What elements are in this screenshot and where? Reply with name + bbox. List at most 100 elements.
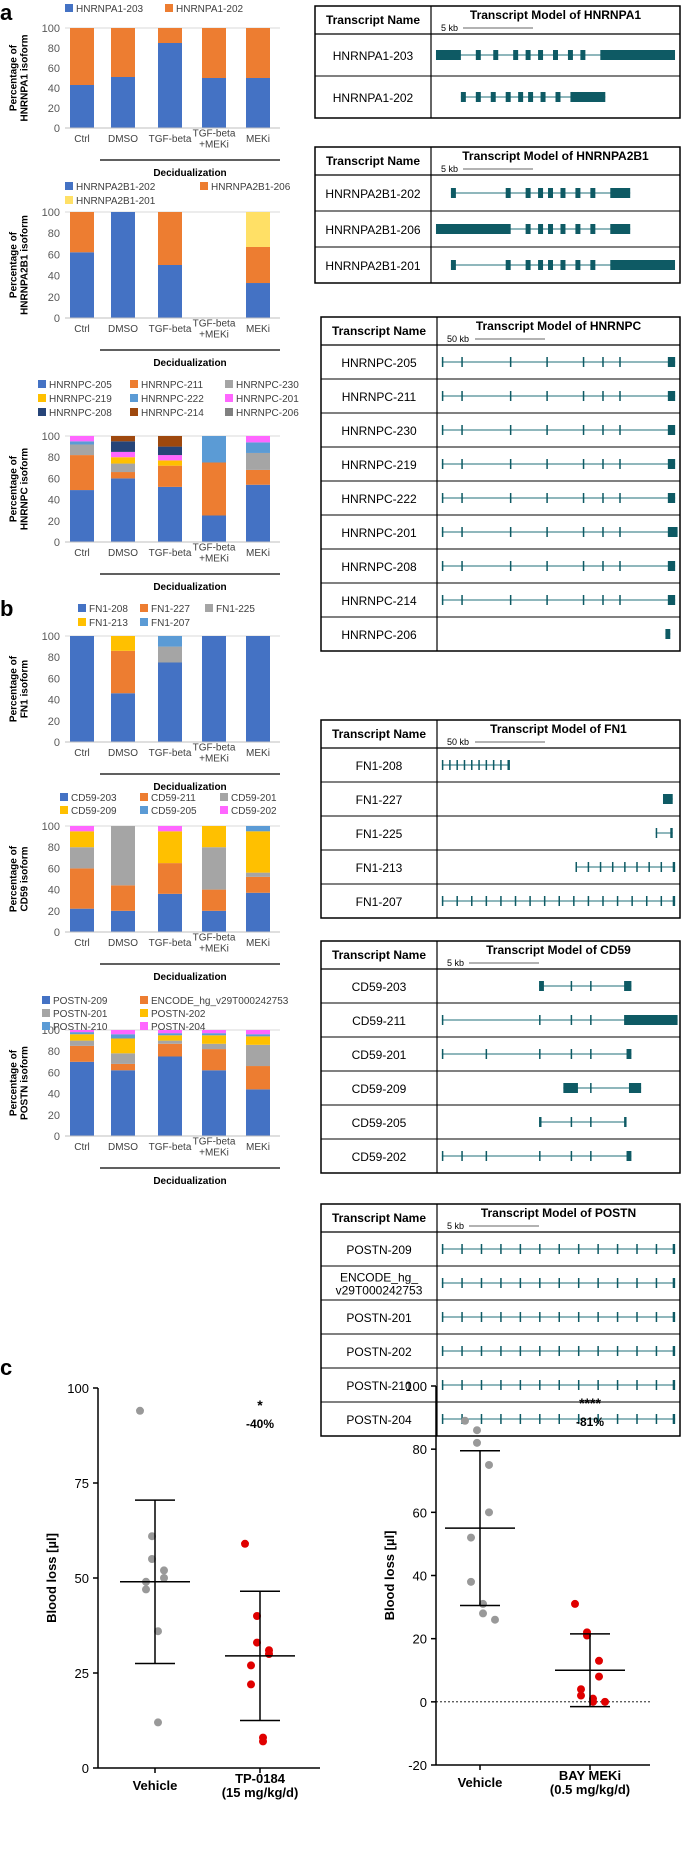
bar-segment xyxy=(246,78,270,128)
exon-block xyxy=(519,1312,522,1322)
data-point xyxy=(253,1612,261,1620)
bar-segment xyxy=(202,1070,226,1136)
category-label: MEKi xyxy=(246,134,270,145)
exon-block xyxy=(582,595,585,605)
exon-block xyxy=(441,1380,444,1390)
exon-block xyxy=(570,981,573,991)
bar-segment xyxy=(70,212,94,253)
exon-block xyxy=(518,92,524,102)
exon-block xyxy=(538,188,544,198)
category-label: TGF-beta +MEKi xyxy=(193,543,236,565)
legend-swatch xyxy=(42,996,50,1004)
bar-segment xyxy=(70,252,94,318)
exon-block xyxy=(590,981,592,991)
y-tick-label: 20 xyxy=(413,1632,427,1647)
data-point xyxy=(491,1615,499,1624)
exon-block xyxy=(441,391,444,401)
data-point xyxy=(461,1416,469,1425)
exon-block xyxy=(500,1346,502,1356)
data-point xyxy=(467,1577,475,1586)
legend-swatch xyxy=(60,806,68,814)
legend-swatch xyxy=(130,394,138,402)
legend-label: POSTN-201 xyxy=(53,1009,108,1020)
exon-block xyxy=(575,260,581,270)
exon-block xyxy=(539,1015,541,1025)
exon-block xyxy=(505,188,511,198)
y-axis-label-line: Percentage of xyxy=(9,44,20,111)
y-axis-label: Percentage ofCD59 isoform xyxy=(9,845,31,912)
exon-block xyxy=(582,493,585,503)
bar-segment xyxy=(111,650,135,694)
category-label-line: TGF-beta xyxy=(193,129,236,140)
exon-block xyxy=(505,92,511,102)
percent-change: -81% xyxy=(576,1415,604,1429)
exon-block xyxy=(548,188,554,198)
y-tick-label: 40 xyxy=(48,885,60,897)
exon-block xyxy=(626,1049,632,1059)
exon-block xyxy=(461,1278,463,1288)
bar-segment xyxy=(70,444,94,456)
exon-block xyxy=(538,224,544,234)
transcript-table-5: Transcript Name Transcript Model of POSTN… xyxy=(320,1203,681,1437)
y-axis-label: Percentage ofHNRNPC isoform xyxy=(9,448,31,530)
exon-block xyxy=(667,357,676,367)
exon-block xyxy=(665,629,671,639)
exon-block xyxy=(500,1278,502,1288)
exon-block xyxy=(602,896,604,906)
exon-block xyxy=(543,896,546,906)
exon-block xyxy=(558,1380,560,1390)
category-label-line: TGF-beta xyxy=(193,543,236,554)
y-axis-label: Percentage ofFN1 isoform xyxy=(9,655,31,722)
category-label-line: TP-0184 xyxy=(235,1771,286,1786)
exon-block xyxy=(546,459,548,469)
bar-segment xyxy=(111,441,135,452)
exon-block xyxy=(655,1312,658,1322)
exon-block xyxy=(546,527,548,537)
transcript-table-3: Transcript Name Transcript Model of FN1 50… xyxy=(320,719,681,919)
exon-block xyxy=(539,1049,541,1059)
y-axis-label-line: HNRNPA2B1 isoform xyxy=(20,215,31,315)
exon-block xyxy=(525,50,531,60)
exon-block xyxy=(570,1117,573,1127)
exon-block xyxy=(507,760,510,770)
exon-block xyxy=(590,224,596,234)
exon-block xyxy=(619,527,621,537)
bar-segment xyxy=(202,515,226,542)
exon-block xyxy=(500,896,502,906)
exon-block xyxy=(616,896,619,906)
legend-swatch xyxy=(140,1009,148,1017)
transcript-name: HNRNPA2B1-202 xyxy=(325,187,420,201)
bar-segment xyxy=(158,1033,182,1036)
exon-block xyxy=(461,1244,463,1254)
bar-segment xyxy=(111,77,135,128)
exon-block xyxy=(672,1346,676,1356)
bar-chart-4: 0 20 40 60 80 100 Percentage ofCD59 isoform Ctr… xyxy=(9,793,280,983)
exon-block xyxy=(619,391,621,401)
exon-block xyxy=(616,1278,619,1288)
exon-block xyxy=(611,862,614,872)
table-border xyxy=(320,940,681,1174)
exon-block xyxy=(573,896,575,906)
percent-change: -40% xyxy=(246,1417,274,1431)
exon-block xyxy=(441,527,444,537)
y-tick-label: 80 xyxy=(48,842,60,854)
exon-block xyxy=(441,357,444,367)
exon-block xyxy=(558,1312,560,1322)
exon-block xyxy=(655,1414,658,1424)
panel-label-a: a xyxy=(0,0,13,25)
transcript-name: HNRNPC-211 xyxy=(342,390,417,404)
category-label: TGF-beta xyxy=(149,748,192,759)
exon-block xyxy=(655,1278,658,1288)
exon-block xyxy=(590,1117,592,1127)
exon-block xyxy=(590,1083,592,1093)
bar-segment xyxy=(111,636,135,651)
exon-block xyxy=(667,595,676,605)
exon-block xyxy=(577,1346,580,1356)
exon-block xyxy=(560,188,566,198)
bar-segment xyxy=(246,1044,270,1067)
exon-block xyxy=(619,425,621,435)
data-point xyxy=(148,1555,156,1563)
significance-stars: **** xyxy=(579,1395,601,1411)
legend-label: HNRNPC-222 xyxy=(141,394,204,405)
data-point xyxy=(148,1532,156,1541)
